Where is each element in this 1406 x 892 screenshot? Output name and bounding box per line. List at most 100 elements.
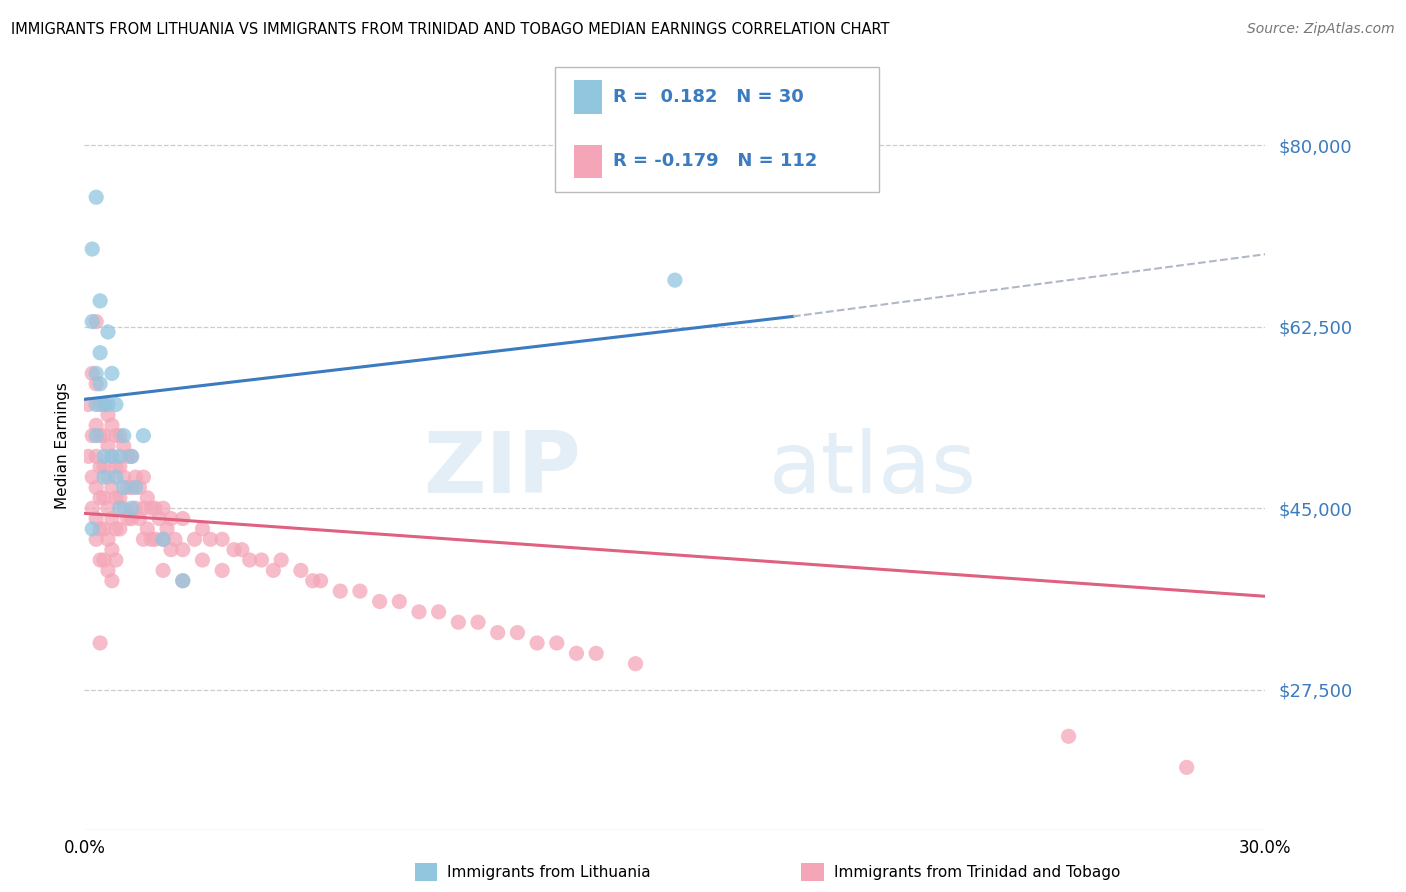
Point: [104, 459, 127, 474]
Point: [231, 542, 253, 557]
Point: [108, 459, 131, 474]
Point: [124, 480, 146, 494]
Text: Source: ZipAtlas.com: Source: ZipAtlas.com: [1247, 22, 1395, 37]
Point: [101, 418, 124, 433]
Point: [132, 428, 155, 442]
Point: [84, 428, 107, 442]
Point: [124, 470, 146, 484]
Point: [104, 491, 127, 505]
Point: [156, 522, 179, 536]
Text: IMMIGRANTS FROM LITHUANIA VS IMMIGRANTS FROM TRINIDAD AND TOBAGO MEDIAN EARNINGS: IMMIGRANTS FROM LITHUANIA VS IMMIGRANTS …: [11, 22, 890, 37]
Point: [97, 439, 120, 453]
Point: [172, 574, 194, 588]
Point: [239, 553, 262, 567]
Point: [82, 315, 104, 329]
Point: [101, 367, 124, 381]
Point: [97, 408, 120, 422]
Point: [565, 646, 588, 660]
Point: [143, 533, 166, 547]
Point: [82, 522, 104, 536]
Point: [112, 480, 135, 494]
Point: [97, 563, 120, 577]
Point: [89, 345, 111, 359]
Point: [467, 615, 489, 630]
Point: [104, 428, 127, 442]
Point: [101, 542, 124, 557]
Point: [108, 428, 131, 442]
Point: [121, 450, 143, 464]
Point: [93, 491, 115, 505]
Point: [121, 501, 143, 516]
Point: [108, 491, 131, 505]
Text: ZIP: ZIP: [423, 427, 581, 510]
Point: [141, 533, 163, 547]
Text: R =  0.182   N = 30: R = 0.182 N = 30: [613, 88, 804, 106]
Point: [93, 398, 115, 412]
Point: [121, 450, 143, 464]
Point: [89, 293, 111, 308]
Point: [117, 511, 139, 525]
Point: [132, 501, 155, 516]
Point: [664, 273, 686, 287]
Text: atlas: atlas: [769, 427, 977, 510]
Point: [82, 501, 104, 516]
Point: [121, 480, 143, 494]
Point: [101, 574, 124, 588]
Point: [112, 501, 135, 516]
Point: [89, 428, 111, 442]
Point: [163, 533, 186, 547]
Point: [93, 553, 115, 567]
Point: [128, 480, 150, 494]
Point: [526, 636, 548, 650]
Point: [89, 522, 111, 536]
Point: [93, 450, 115, 464]
Point: [447, 615, 470, 630]
Point: [108, 522, 131, 536]
Point: [486, 625, 509, 640]
Point: [211, 533, 233, 547]
Point: [84, 418, 107, 433]
Point: [136, 491, 159, 505]
Point: [89, 376, 111, 391]
Point: [132, 533, 155, 547]
Point: [104, 522, 127, 536]
Point: [160, 542, 183, 557]
Point: [506, 625, 529, 640]
Text: Immigrants from Lithuania: Immigrants from Lithuania: [447, 865, 651, 880]
Point: [112, 428, 135, 442]
Point: [82, 367, 104, 381]
Point: [349, 584, 371, 599]
Point: [97, 325, 120, 339]
Point: [222, 542, 245, 557]
Point: [84, 367, 107, 381]
Point: [84, 398, 107, 412]
Point: [97, 470, 120, 484]
Point: [262, 563, 284, 577]
Point: [152, 533, 174, 547]
Point: [112, 439, 135, 453]
Point: [84, 480, 107, 494]
Point: [89, 491, 111, 505]
Text: Immigrants from Trinidad and Tobago: Immigrants from Trinidad and Tobago: [834, 865, 1121, 880]
Point: [101, 480, 124, 494]
Point: [84, 511, 107, 525]
Point: [1057, 729, 1080, 743]
Point: [84, 190, 107, 204]
Point: [89, 636, 111, 650]
Point: [97, 501, 120, 516]
Point: [124, 501, 146, 516]
Point: [368, 594, 391, 608]
Point: [84, 533, 107, 547]
Point: [172, 574, 194, 588]
Point: [132, 470, 155, 484]
Text: R = -0.179   N = 112: R = -0.179 N = 112: [613, 153, 817, 170]
Point: [104, 398, 127, 412]
Point: [89, 398, 111, 412]
Point: [101, 450, 124, 464]
Point: [152, 563, 174, 577]
Point: [82, 428, 104, 442]
Point: [624, 657, 647, 671]
Point: [427, 605, 450, 619]
Point: [388, 594, 411, 608]
Point: [104, 470, 127, 484]
